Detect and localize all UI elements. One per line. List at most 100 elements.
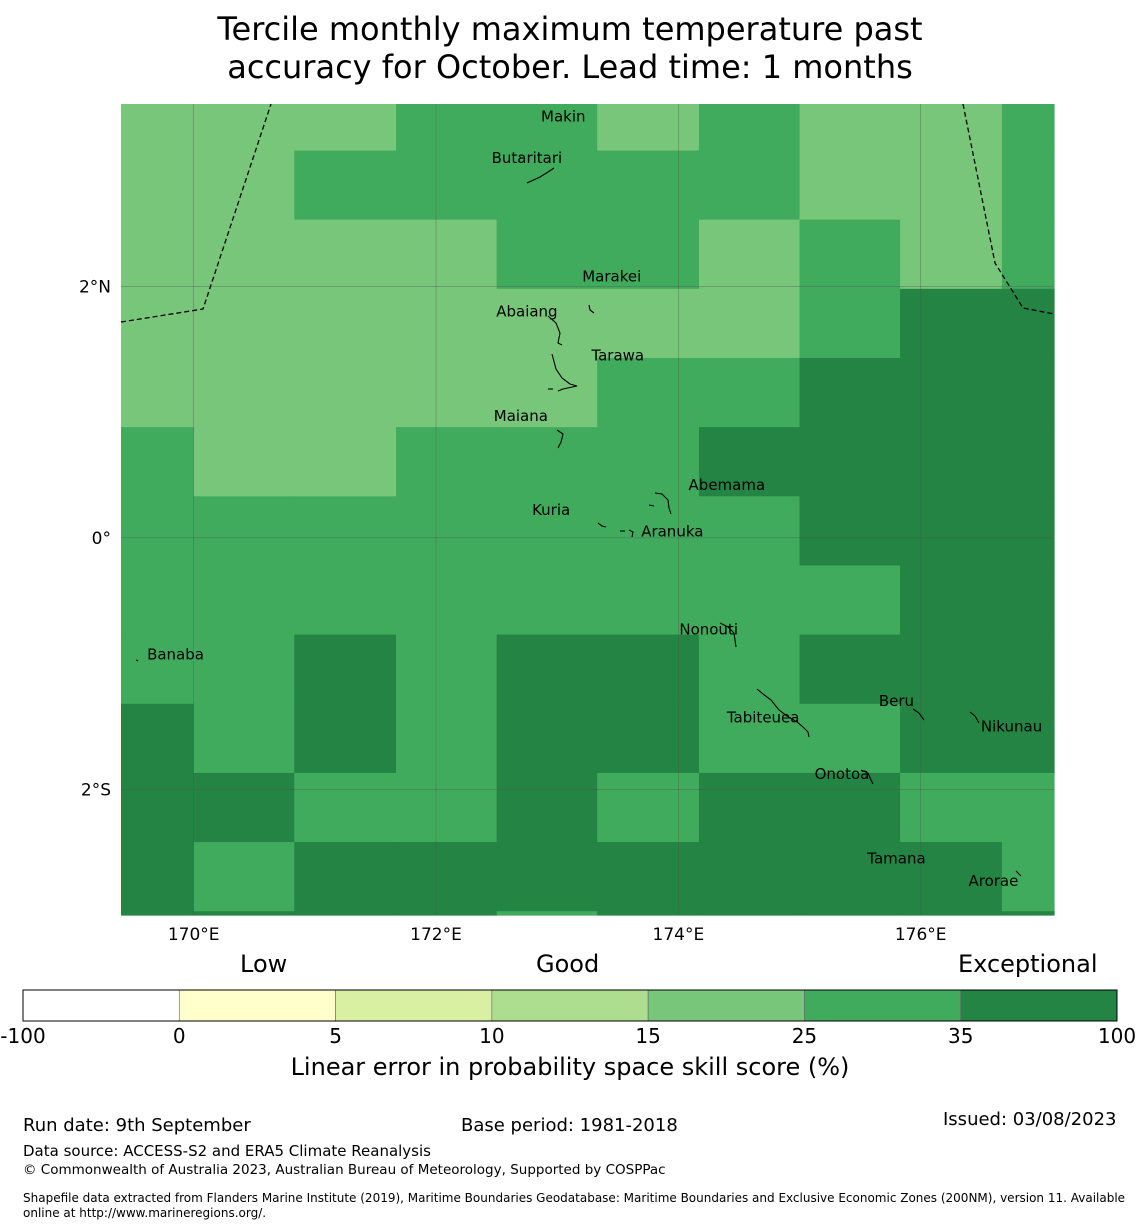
grid-cell xyxy=(698,288,801,359)
shapefile-credit-line-1: Shapefile data extracted from Flanders M… xyxy=(23,1191,1126,1205)
grid-cell xyxy=(193,772,295,843)
eez-boundary-line xyxy=(962,103,1055,315)
legend-title-low: Low xyxy=(240,950,288,978)
grid-cell xyxy=(496,496,598,567)
grid-cell xyxy=(121,357,195,428)
colorbar xyxy=(22,989,1118,1022)
colorbar-axis-label: Linear error in probability space skill … xyxy=(290,1053,850,1081)
grid-cell xyxy=(193,496,295,567)
grid-cell xyxy=(496,842,598,912)
grid-cell xyxy=(193,842,295,912)
grid-cell xyxy=(496,150,598,221)
grid-cell xyxy=(193,288,295,359)
grid-cell xyxy=(121,703,195,774)
grid-cell xyxy=(597,150,700,221)
grid-cell xyxy=(193,427,295,497)
place-label-nikunau: Nikunau xyxy=(981,717,1042,735)
grid-cell xyxy=(900,911,1003,916)
grid-cell xyxy=(496,911,598,916)
colorbar-frame xyxy=(22,989,1118,1022)
place-label-abemama: Abemama xyxy=(689,476,766,494)
grid-cell xyxy=(1001,288,1055,359)
issued-date: Issued: 03/08/2023 xyxy=(943,1109,1117,1130)
grid-cell xyxy=(121,496,195,567)
place-label-kuria: Kuria xyxy=(532,501,570,519)
island-outline xyxy=(648,504,655,507)
island-outline xyxy=(597,522,607,528)
grid-cell xyxy=(294,104,397,152)
grid-cell xyxy=(396,772,498,843)
island-outline xyxy=(1015,870,1022,877)
grid-cell xyxy=(597,565,700,636)
eez-boundaries xyxy=(120,103,1055,323)
grid-cell xyxy=(597,219,700,290)
colorbar-tick-label: 100 xyxy=(1097,1024,1137,1048)
island-outlines xyxy=(135,155,1022,877)
grid-cell xyxy=(193,104,295,152)
grid-cell xyxy=(597,772,700,843)
grid-cell xyxy=(1001,842,1055,912)
grid-cell xyxy=(396,842,498,912)
grid-cell xyxy=(396,703,498,774)
grid-cell xyxy=(294,565,397,636)
title-line-1: Tercile monthly maximum temperature past xyxy=(217,10,923,48)
grid-cell xyxy=(294,288,397,359)
grid-cell xyxy=(900,772,1003,843)
copyright: © Commonwealth of Australia 2023, Austra… xyxy=(23,1162,666,1178)
shapefile-credit-line-2: online at http://www.marineregions.org/. xyxy=(23,1206,267,1220)
colorbar-bin xyxy=(804,989,962,1022)
grid-cell xyxy=(799,357,901,428)
lat-tick-label: 0° xyxy=(92,529,111,549)
grid-cell xyxy=(900,150,1003,221)
grid-cell xyxy=(698,150,801,221)
grid-cell xyxy=(193,150,295,221)
grid-cell xyxy=(900,427,1003,497)
colorbar-bin xyxy=(335,989,493,1022)
island-outline xyxy=(860,769,874,785)
grid-cell xyxy=(121,288,195,359)
grid-cell xyxy=(799,703,901,774)
grid-cell xyxy=(396,104,498,152)
grid-cell xyxy=(597,427,700,497)
grid-cell xyxy=(496,772,598,843)
colorbar-tick-label: 0 xyxy=(172,1024,186,1048)
colorbar-tick-label: 15 xyxy=(635,1024,661,1048)
grid-cell xyxy=(1001,104,1055,152)
grid-cell xyxy=(496,703,598,774)
grid-cell xyxy=(396,634,498,705)
grid-cell xyxy=(294,703,397,774)
grid-cell xyxy=(496,104,598,152)
grid-cell xyxy=(121,565,195,636)
grid-cell xyxy=(799,219,901,290)
grid-cell xyxy=(396,565,498,636)
island-outline xyxy=(556,429,564,449)
grid-cell xyxy=(799,427,901,497)
grid-cell xyxy=(294,219,397,290)
grid-cell xyxy=(1001,357,1055,428)
grid-cell xyxy=(1001,772,1055,843)
grid-cell xyxy=(121,427,195,497)
place-label-tamana: Tamana xyxy=(866,849,925,867)
lat-tick-label: 2°S xyxy=(81,780,111,800)
chart-title: Tercile monthly maximum temperature past… xyxy=(0,10,1140,86)
place-labels: Makin Butaritari Marakei Abaiang Tarawa Maian… xyxy=(147,108,1042,890)
grid-cell xyxy=(698,496,801,567)
place-label-onotoa: Onotoa xyxy=(815,765,870,783)
place-label-banaba: Banaba xyxy=(147,646,204,664)
island-outline xyxy=(756,688,810,738)
grid-cell xyxy=(396,219,498,290)
grid-cell xyxy=(597,288,700,359)
grid-cell xyxy=(698,772,801,843)
grid-cell xyxy=(597,703,700,774)
island-outline xyxy=(719,622,737,648)
legend-title-good: Good xyxy=(536,950,600,978)
grid-cell xyxy=(396,288,498,359)
place-label-makin: Makin xyxy=(541,108,586,126)
grid-cell xyxy=(396,357,498,428)
grid-cell xyxy=(396,150,498,221)
grid-cell xyxy=(698,104,801,152)
grid-cell xyxy=(698,634,801,705)
grid-cell xyxy=(294,842,397,912)
grid-cell xyxy=(193,219,295,290)
grid-cell xyxy=(496,219,598,290)
